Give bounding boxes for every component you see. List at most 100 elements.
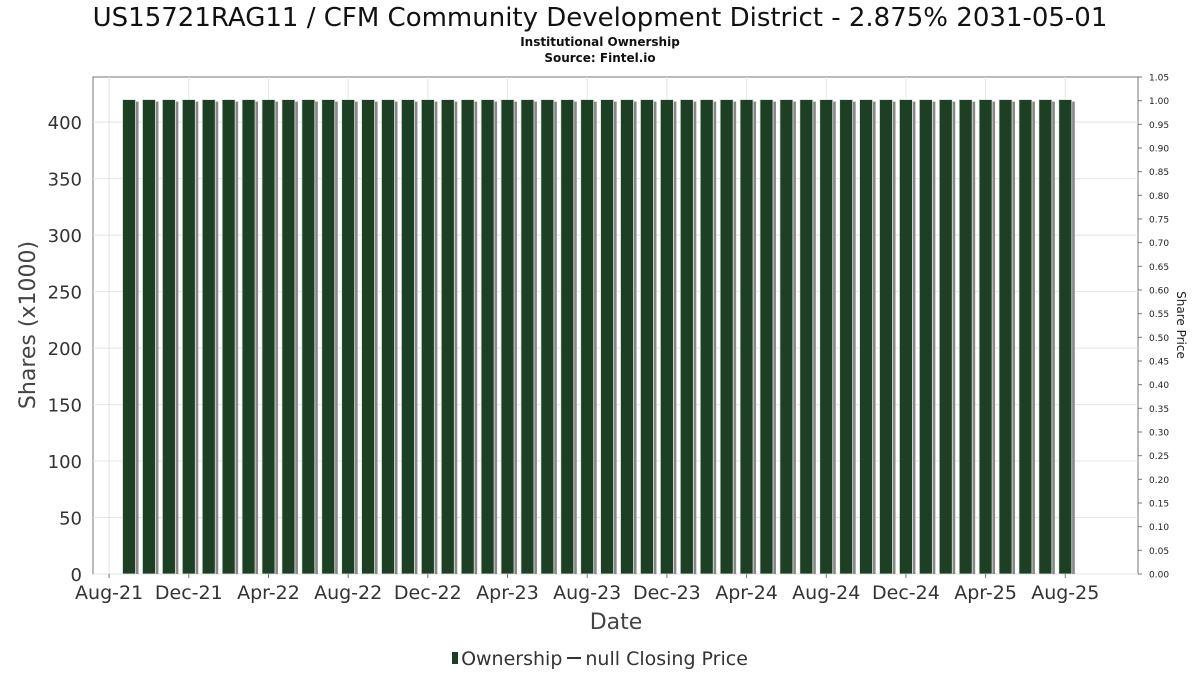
x-tick-label: Apr-23 <box>476 582 539 604</box>
ownership-bar <box>719 99 734 575</box>
ownership-bar <box>401 99 415 575</box>
ownership-bar <box>799 99 814 575</box>
legend: Ownership null Closing Price <box>0 647 1200 671</box>
ownership-bar <box>241 99 256 575</box>
y-tick-label: 150 <box>48 396 82 417</box>
y2-axis: 0.00 0.05 0.10 0.15 0.20 0.25 0.30 0.35 0.40 0.45… <box>1138 74 1169 581</box>
y2-tick-label: 0.10 <box>1149 523 1169 533</box>
ownership-bar <box>301 99 316 575</box>
y-tick-label: 50 <box>59 509 82 530</box>
ownership-bar <box>142 99 156 575</box>
y2-tick-label: 0.35 <box>1149 405 1169 415</box>
ownership-bar <box>321 99 336 575</box>
ownership-bar <box>859 99 873 575</box>
ownership-bar <box>1018 99 1033 575</box>
ownership-bar <box>659 99 674 575</box>
ownership-bar <box>420 99 435 575</box>
y-tick-label: 0 <box>71 565 82 586</box>
ownership-bar <box>281 99 296 575</box>
y-tick-label: 250 <box>48 283 82 304</box>
ownership-bar <box>361 99 375 575</box>
bars <box>122 99 1075 575</box>
ownership-bar <box>938 99 953 575</box>
ownership-bar <box>640 99 654 575</box>
ownership-bar <box>739 99 754 575</box>
y-axis-label: Shares (x1000) <box>16 241 41 409</box>
ownership-bar <box>341 99 356 575</box>
y2-tick-label: 0.00 <box>1149 571 1169 581</box>
y2-tick-label: 0.90 <box>1149 145 1169 155</box>
ownership-bar <box>779 99 794 575</box>
x-tick-label: Dec-22 <box>394 582 462 604</box>
ownership-bar <box>201 99 216 575</box>
ownership-bar <box>839 99 854 575</box>
ownership-bar <box>879 99 893 575</box>
ownership-bar <box>440 99 455 575</box>
ownership-bar <box>600 99 615 575</box>
chart-subtitle: Institutional Ownership <box>520 35 680 49</box>
chart-title: US15721RAG11 / CFM Community Development… <box>92 3 1108 33</box>
y2-tick-label: 0.45 <box>1149 358 1169 368</box>
ownership-bar <box>161 99 176 575</box>
y2-tick-label: 0.55 <box>1149 310 1169 320</box>
y2-tick-label: 1.00 <box>1149 97 1169 107</box>
legend-ownership: Ownership <box>461 648 563 670</box>
y-tick-label: 350 <box>48 170 82 191</box>
ownership-bar <box>1038 99 1053 575</box>
ownership-bar <box>221 99 236 575</box>
y2-tick-label: 0.20 <box>1149 476 1169 486</box>
ownership-bar <box>918 99 933 575</box>
y2-tick-label: 0.30 <box>1149 429 1169 439</box>
ownership-swatch-icon <box>452 652 459 664</box>
x-axis: Aug-21 Dec-21 Apr-22 Aug-22 Dec-22 Apr-23 Aug-… <box>75 574 1099 604</box>
ownership-bar <box>580 99 595 575</box>
y2-tick-label: 0.95 <box>1149 121 1169 131</box>
ownership-bar <box>460 99 475 575</box>
ownership-bar <box>620 99 634 575</box>
x-tick-label: Aug-24 <box>792 582 860 604</box>
ownership-bar <box>998 99 1013 575</box>
ownership-bar <box>181 99 196 575</box>
y2-tick-label: 0.75 <box>1149 216 1169 226</box>
x-tick-label: Dec-23 <box>633 582 701 604</box>
y-tick-label: 300 <box>48 226 82 247</box>
y2-tick-label: 1.05 <box>1149 74 1169 84</box>
x-tick-label: Aug-25 <box>1031 582 1099 604</box>
ownership-bar <box>958 99 973 575</box>
ownership-bar <box>759 99 774 575</box>
y2-tick-label: 0.50 <box>1149 334 1169 344</box>
ownership-bar <box>261 99 276 575</box>
ownership-bar <box>480 99 495 575</box>
legend-price: null Closing Price <box>585 648 748 670</box>
y2-tick-label: 0.65 <box>1149 263 1169 273</box>
ownership-bar <box>699 99 714 575</box>
y-tick-label: 100 <box>48 452 82 473</box>
ownership-bar <box>500 99 515 575</box>
y-tick-label: 400 <box>48 113 82 134</box>
y2-tick-label: 0.40 <box>1149 381 1169 391</box>
x-tick-label: Aug-22 <box>314 582 382 604</box>
ownership-bar <box>819 99 834 575</box>
chart-source: Source: Fintel.io <box>544 51 656 65</box>
x-tick-label: Dec-24 <box>872 582 940 604</box>
ownership-bar <box>381 99 395 575</box>
y2-tick-label: 0.80 <box>1149 192 1169 202</box>
ownership-bar <box>679 99 694 575</box>
y2-axis-label: Share Price <box>1174 291 1188 359</box>
y-axis: 0 50 100 150 200 250 300 350 400 <box>48 113 82 586</box>
x-tick-label: Aug-21 <box>75 582 143 604</box>
y-tick-label: 200 <box>48 339 82 360</box>
ownership-bar <box>1058 99 1073 575</box>
ownership-bar <box>540 99 555 575</box>
y2-tick-label: 0.70 <box>1149 239 1169 249</box>
y2-tick-label: 0.60 <box>1149 287 1169 297</box>
y2-tick-label: 0.85 <box>1149 168 1169 178</box>
ownership-bar <box>520 99 535 575</box>
x-tick-label: Apr-25 <box>954 582 1017 604</box>
y2-tick-label: 0.25 <box>1149 452 1169 462</box>
y2-tick-label: 0.15 <box>1149 500 1169 510</box>
x-tick-label: Dec-21 <box>155 582 223 604</box>
ownership-bar <box>899 99 913 575</box>
x-tick-label: Apr-24 <box>715 582 778 604</box>
